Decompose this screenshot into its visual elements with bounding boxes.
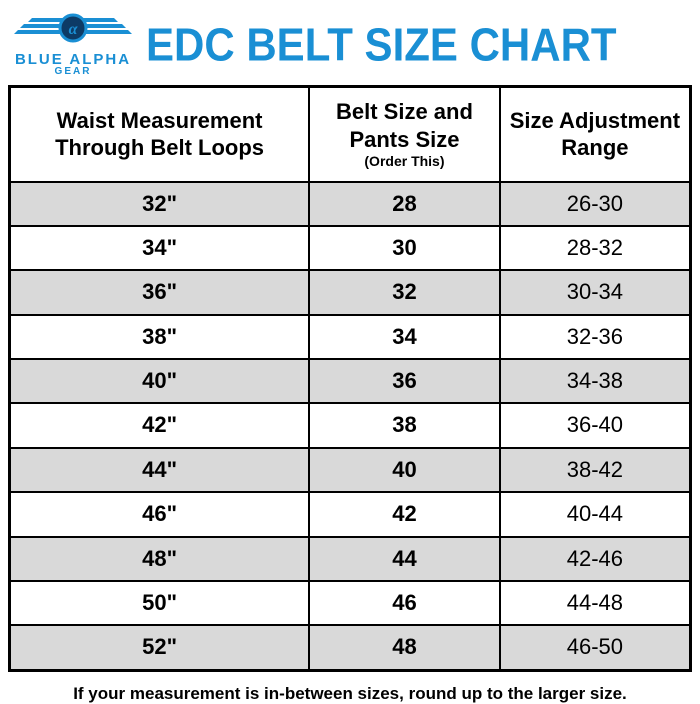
size-chart-table-wrap: Waist Measurement Through Belt Loops Bel…: [0, 85, 700, 672]
col-header-line1: Belt Size and: [336, 99, 473, 124]
col-header-line2: Pants Size: [349, 127, 459, 152]
table-row: 46"4240-44: [10, 492, 691, 536]
table-cell: 32-36: [500, 315, 691, 359]
table-cell: 44-48: [500, 581, 691, 625]
table-cell: 34": [10, 226, 310, 270]
col-header-line1: Size Adjustment: [510, 108, 680, 133]
table-row: 48"4442-46: [10, 537, 691, 581]
table-cell: 48: [309, 625, 500, 670]
table-cell: 32: [309, 270, 500, 314]
table-cell: 46": [10, 492, 310, 536]
table-cell: 36: [309, 359, 500, 403]
table-cell: 42-46: [500, 537, 691, 581]
logo-text-top: BLUE ALPHA: [15, 52, 131, 67]
col-header-beltsize: Belt Size and Pants Size (Order This): [309, 87, 500, 182]
table-row: 34"3028-32: [10, 226, 691, 270]
table-row: 38"3432-36: [10, 315, 691, 359]
table-cell: 46-50: [500, 625, 691, 670]
table-row: 42"3836-40: [10, 403, 691, 447]
table-cell: 36-40: [500, 403, 691, 447]
table-cell: 38-42: [500, 448, 691, 492]
table-cell: 42": [10, 403, 310, 447]
size-chart-table: Waist Measurement Through Belt Loops Bel…: [8, 85, 692, 672]
table-cell: 36": [10, 270, 310, 314]
table-row: 44"4038-42: [10, 448, 691, 492]
table-cell: 48": [10, 537, 310, 581]
table-cell: 42: [309, 492, 500, 536]
col-header-range: Size Adjustment Range: [500, 87, 691, 182]
table-cell: 28: [309, 182, 500, 226]
col-header-line2: Through Belt Loops: [55, 135, 264, 160]
table-cell: 40: [309, 448, 500, 492]
table-cell: 30: [309, 226, 500, 270]
table-row: 32"2826-30: [10, 182, 691, 226]
table-row: 40"3634-38: [10, 359, 691, 403]
header: α BLUE ALPHA GEAR EDC BELT SIZE CHART: [0, 0, 700, 85]
table-cell: 46: [309, 581, 500, 625]
svg-text:α: α: [69, 21, 79, 38]
table-cell: 40": [10, 359, 310, 403]
table-cell: 32": [10, 182, 310, 226]
table-row: 50"4644-48: [10, 581, 691, 625]
table-row: 36"3230-34: [10, 270, 691, 314]
table-cell: 34: [309, 315, 500, 359]
table-cell: 38: [309, 403, 500, 447]
table-row: 52"4846-50: [10, 625, 691, 670]
col-header-waist: Waist Measurement Through Belt Loops: [10, 87, 310, 182]
table-cell: 34-38: [500, 359, 691, 403]
table-cell: 30-34: [500, 270, 691, 314]
logo-text-bottom: GEAR: [55, 67, 92, 77]
brand-logo: α BLUE ALPHA GEAR: [8, 12, 138, 77]
table-cell: 40-44: [500, 492, 691, 536]
table-cell: 26-30: [500, 182, 691, 226]
col-header-sublabel: (Order This): [316, 153, 493, 171]
table-cell: 44": [10, 448, 310, 492]
table-cell: 38": [10, 315, 310, 359]
table-cell: 28-32: [500, 226, 691, 270]
table-body: 32"2826-3034"3028-3236"3230-3438"3432-36…: [10, 182, 691, 671]
col-header-line2: Range: [561, 135, 628, 160]
footnote: If your measurement is in-between sizes,…: [0, 672, 700, 704]
table-cell: 52": [10, 625, 310, 670]
table-cell: 44: [309, 537, 500, 581]
wings-icon: α: [8, 12, 138, 54]
table-cell: 50": [10, 581, 310, 625]
table-header-row: Waist Measurement Through Belt Loops Bel…: [10, 87, 691, 182]
col-header-line1: Waist Measurement: [57, 108, 263, 133]
page-title: EDC BELT SIZE CHART: [146, 18, 617, 71]
